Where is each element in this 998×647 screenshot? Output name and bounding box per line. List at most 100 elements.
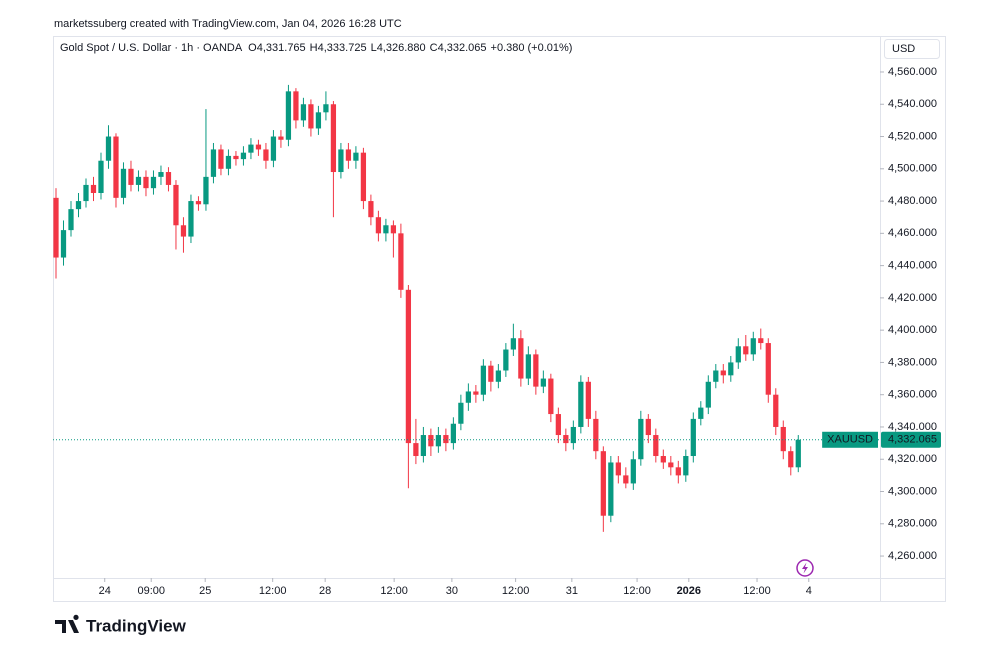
x-tick-label: 30: [446, 585, 458, 597]
legend: Gold Spot / U.S. Dollar · 1h · OANDA O 4,3…: [60, 42, 572, 54]
candle-body: [270, 136, 277, 161]
candle-body: [353, 152, 359, 161]
candle-body: [758, 338, 764, 344]
candle-body: [360, 152, 367, 202]
candle-body: [278, 136, 284, 140]
candle-body: [203, 176, 209, 205]
candle-body: [450, 423, 457, 444]
candle-body: [98, 160, 104, 194]
legend-item: +0.380 (+0.01%): [491, 42, 573, 54]
candle-body: [690, 418, 696, 457]
candle-body: [593, 418, 599, 452]
candle-body: [563, 435, 569, 444]
candle-body: [263, 149, 269, 161]
candle-body: [330, 104, 337, 173]
candle-body: [480, 365, 486, 395]
candle-body: [375, 217, 382, 234]
candle-body: [195, 201, 202, 205]
candle-body: [653, 435, 659, 457]
candle-body: [75, 201, 82, 210]
candle-body: [428, 435, 434, 447]
candle-body: [60, 230, 67, 258]
candle-body: [188, 201, 194, 237]
y-tick-label: 4,300.000: [888, 485, 937, 497]
candle-body: [788, 451, 794, 468]
candle-body: [795, 439, 801, 468]
candle-body: [413, 443, 419, 457]
credit: marketssuberg created with TradingView.c…: [54, 18, 402, 30]
candle-body: [323, 104, 329, 113]
candle-body: [720, 370, 726, 376]
legend-item: Gold Spot / U.S. Dollar · 1h · OANDA: [60, 42, 243, 54]
legend-item: 4,332.065: [438, 42, 487, 54]
legend-item: 4,333.725: [318, 42, 367, 54]
candle-body: [210, 149, 217, 177]
candle-body: [233, 155, 239, 160]
candle-body: [308, 104, 314, 129]
x-tick-label: 12:00: [502, 585, 530, 597]
candle-body: [405, 289, 412, 444]
candle-body: [713, 370, 719, 382]
y-tick-label: 4,400.000: [888, 324, 937, 336]
last-price-label: 4,332.065: [888, 434, 937, 446]
candle-body: [773, 394, 779, 427]
brand: TradingView: [86, 616, 187, 635]
x-tick-label: 12:00: [743, 585, 771, 597]
x-tick-label: 4: [806, 585, 812, 597]
candle-body: [465, 391, 471, 403]
candle-body: [435, 435, 442, 447]
brand-logo: [55, 614, 79, 633]
currency: USD: [892, 43, 915, 55]
y-tick-label: 4,380.000: [888, 356, 937, 368]
frame: [53, 36, 946, 602]
candle-body: [675, 467, 681, 476]
candle-body: [750, 338, 756, 355]
candle-body: [398, 233, 404, 290]
y-tick-label: 4,480.000: [888, 195, 937, 207]
candle-body: [630, 459, 636, 484]
candle-body: [150, 176, 157, 189]
candle-body: [143, 176, 149, 189]
candle-body: [218, 149, 224, 169]
candle-body: [225, 155, 232, 169]
candle-body: [338, 149, 344, 173]
candle-body: [128, 168, 134, 185]
y-tick-label: 4,360.000: [888, 389, 937, 401]
y-tick-label: 4,520.000: [888, 130, 937, 142]
candle-body: [518, 338, 524, 379]
x-tick-label: 2026: [677, 585, 701, 597]
y-tick-label: 4,540.000: [888, 98, 937, 110]
candle-body: [158, 172, 164, 177]
x-tick-label: 31: [566, 585, 578, 597]
candle-body: [698, 407, 704, 419]
candle-body: [525, 354, 531, 379]
candle-body: [255, 144, 262, 150]
candle-body: [113, 136, 119, 198]
symbol-badge: [822, 431, 878, 448]
candle-body: [420, 435, 427, 457]
candle-body: [315, 112, 322, 129]
candle-body: [473, 391, 479, 395]
candle-body: [120, 168, 127, 198]
candle-body: [683, 456, 689, 476]
candle-body: [443, 435, 449, 444]
candle-body: [533, 354, 539, 387]
candle-body: [240, 152, 247, 160]
y-tick-label: 4,260.000: [888, 550, 937, 562]
candle-body: [293, 91, 299, 121]
candle-body: [503, 349, 509, 371]
candle-body: [383, 225, 389, 234]
y-tick-label: 4,340.000: [888, 421, 937, 433]
candle-body: [570, 426, 576, 444]
candle-body: [510, 338, 516, 350]
candle-body: [495, 370, 501, 382]
candle-body: [765, 343, 771, 395]
candle-body: [608, 462, 614, 516]
lightning-icon[interactable]: [796, 559, 814, 577]
x-tick-label: 28: [319, 585, 331, 597]
candle-body: [660, 456, 666, 463]
candle-body: [345, 149, 352, 161]
candle-body: [623, 475, 629, 484]
currency-button[interactable]: [884, 39, 940, 59]
